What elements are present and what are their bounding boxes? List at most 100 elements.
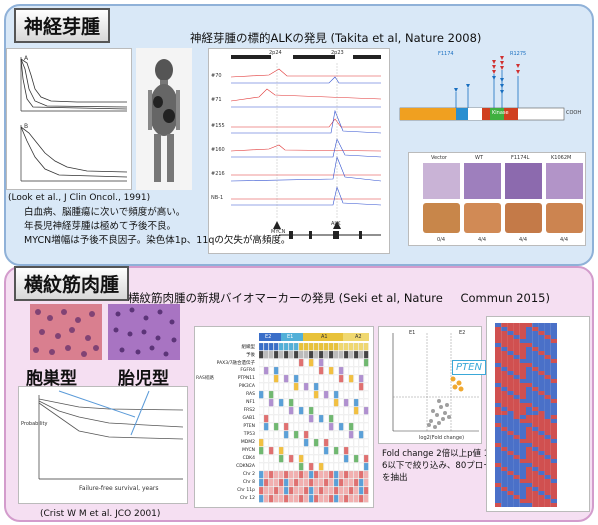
oncoprint-cell [283, 446, 289, 455]
heatmap-cell [544, 459, 551, 463]
heatmap-cell [513, 475, 520, 479]
oncoprint-cell [343, 374, 349, 383]
heatmap-cell [544, 415, 551, 419]
oncoprint-cell [278, 438, 284, 447]
heatmap-cell [538, 495, 545, 499]
oncoprint-cell [348, 422, 354, 431]
oncoprint-cell [268, 438, 274, 447]
oncoprint-cell [328, 438, 334, 447]
oncoprint-cell [323, 350, 329, 359]
heatmap-cell [544, 455, 551, 459]
heatmap-cell [501, 367, 508, 371]
heatmap-cell [532, 419, 539, 423]
oncoprint-cell [358, 350, 364, 359]
oncoprint-cell [358, 478, 364, 487]
heatmap-cell [526, 367, 533, 371]
heatmap-cell [532, 383, 539, 387]
oncoprint-cell [288, 494, 294, 503]
heatmap-cell [495, 375, 502, 379]
heatmap-cell [532, 343, 539, 347]
oncoprint-cell [273, 422, 279, 431]
heatmap-cell [519, 495, 526, 499]
oncoprint-cell [298, 398, 304, 407]
oncoprint-cell [363, 438, 369, 447]
heatmap-cell [544, 387, 551, 391]
oncoprint-cell [278, 494, 284, 503]
oncoprint-cell [353, 446, 359, 455]
oncoprint-cell [343, 398, 349, 407]
oncoprint-cell [278, 382, 284, 391]
oncoprint-cell [303, 390, 309, 399]
oncoprint-cell [328, 478, 334, 487]
heatmap-cell [501, 435, 508, 439]
heatmap-cell [532, 495, 539, 499]
heatmap-cell [532, 379, 539, 383]
sample-label-155: #155 [211, 123, 225, 129]
oncoprint-cell [363, 470, 369, 479]
heatmap-cell [507, 379, 514, 383]
fold-change-note-2: 6以下で絞り込み、80プローブ [382, 461, 500, 471]
heatmap-cell [532, 415, 539, 419]
oncoprint-cell [303, 494, 309, 503]
heatmap-cell [526, 335, 533, 339]
oncoprint-cell [313, 406, 319, 415]
heatmap-cell [495, 503, 502, 507]
heatmap-cell [519, 463, 526, 467]
heatmap-cell [532, 359, 539, 363]
oncoprint-cell [298, 486, 304, 495]
oncoprint-cell [338, 462, 344, 471]
oncoprint-cell [259, 358, 264, 367]
oncoprint-cell [313, 414, 319, 423]
oncoprint-cell [313, 454, 319, 463]
heatmap-cell [519, 503, 526, 507]
heatmap-cell [519, 483, 526, 487]
oncoprint-cell [303, 414, 309, 423]
heatmap-cell [507, 403, 514, 407]
heatmap-cell [532, 431, 539, 435]
oncoprint-cell [323, 478, 329, 487]
heatmap-cell [526, 407, 533, 411]
heatmap-cell [513, 479, 520, 483]
alk-mutation-f1174: F1174 [438, 51, 454, 57]
heatmap-cell [544, 363, 551, 367]
heatmap-cell [526, 343, 533, 347]
oncoprint-cell [343, 470, 349, 479]
oncoprint-cell [283, 343, 289, 351]
heatmap-cell [550, 459, 557, 463]
oncoprint-cell [313, 446, 319, 455]
oncoprint-cell [353, 430, 359, 439]
oncoprint-cell [338, 470, 344, 479]
oncoprint-cell [283, 478, 289, 487]
heatmap-cell [495, 339, 502, 343]
heatmap-cell [526, 483, 533, 487]
rhabdomyosarcoma-headline-tail: Commun 2015) [460, 291, 550, 305]
heatmap-cell [495, 387, 502, 391]
oncoprint-cell [278, 422, 284, 431]
oncoprint-cell [363, 374, 369, 383]
heatmap-cell [526, 467, 533, 471]
heatmap-cell [495, 399, 502, 403]
heatmap-cell [495, 367, 502, 371]
heatmap-cell [550, 415, 557, 419]
neuroblastoma-headline: 神経芽腫の標的ALKの発見 (Takita et al, Nature 2008… [190, 31, 482, 45]
heatmap-cell [532, 479, 539, 483]
heatmap-cell [495, 455, 502, 459]
oncoprint-cell [318, 438, 324, 447]
oncoprint-cell [293, 470, 299, 479]
heatmap-cell [501, 503, 508, 507]
heatmap-cell [538, 471, 545, 475]
mibg-scan-image [136, 48, 192, 190]
heatmap-cell [507, 327, 514, 331]
heatmap-cell [526, 383, 533, 387]
heatmap-cell [550, 391, 557, 395]
heatmap-cell [519, 415, 526, 419]
heatmap-cell [538, 459, 545, 463]
heatmap-cell [519, 423, 526, 427]
heatmap-cell [550, 363, 557, 367]
oncoprint-cell [303, 398, 309, 407]
heatmap-cell [544, 327, 551, 331]
heatmap-cell [495, 371, 502, 375]
oncoprint-cell [298, 470, 304, 479]
oncoprint-cell [308, 470, 314, 479]
oncoprint-cell [343, 422, 349, 431]
